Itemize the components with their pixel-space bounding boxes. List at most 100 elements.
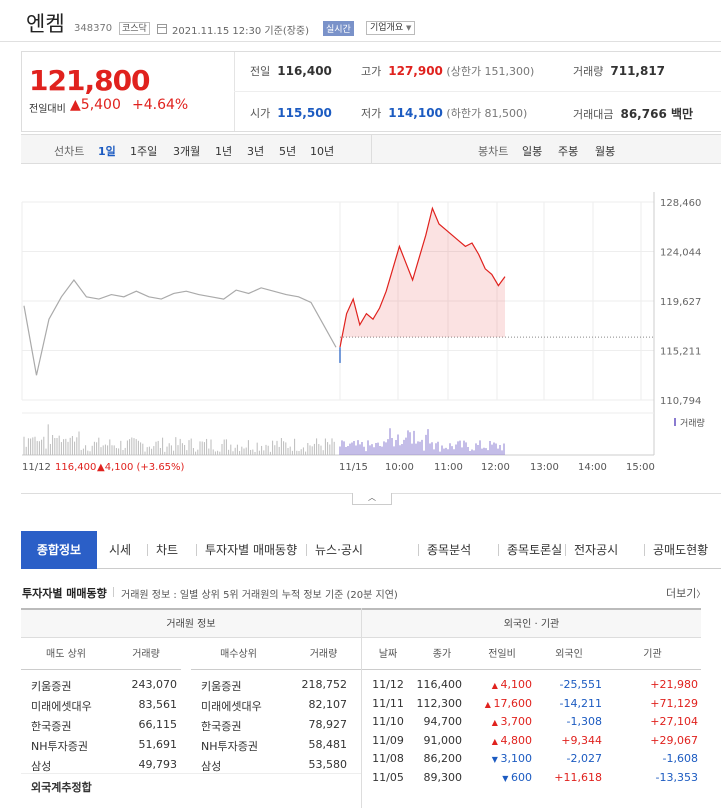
divider: [418, 544, 419, 556]
flow-foreign: +9,344: [561, 733, 602, 747]
more-link[interactable]: 더보기〉: [666, 587, 706, 600]
foreign-col-header: 날짜: [362, 640, 414, 670]
candle-tab-monthly[interactable]: 월봉: [595, 145, 616, 158]
price-change-pct: +4.64%: [132, 97, 189, 113]
divider: [498, 544, 499, 556]
flow-change: ▲ 4,800: [491, 733, 532, 747]
foreign-col-header: 기관: [604, 640, 701, 670]
prev-day-date-label: 11/12: [22, 462, 51, 473]
broker-sell-volume: 243,070: [131, 678, 178, 691]
broker-col-header: 매수상위: [191, 640, 286, 670]
candle-chart-label: 봉차트: [478, 145, 509, 158]
foreign-col-header: 외국인: [534, 640, 604, 670]
section-tab-6[interactable]: 종목토론실: [507, 543, 563, 557]
flow-foreign: -25,551: [559, 678, 602, 691]
caret-down-icon: ▼: [406, 24, 412, 32]
section-tab-0[interactable]: 종합정보: [21, 531, 97, 569]
period-tab-1d[interactable]: 1일: [98, 145, 116, 158]
prev-day-close-label: 116,400: [55, 462, 96, 473]
broker-sell-name: 키움증권: [31, 680, 72, 693]
flow-close: 94,700: [423, 715, 463, 728]
period-tab-10y[interactable]: 10년: [310, 145, 335, 158]
period-tab-1w[interactable]: 1주일: [130, 145, 158, 158]
section-tab-1[interactable]: 시세: [109, 543, 132, 557]
up-arrow-icon: ▲: [491, 718, 501, 727]
broker-header: 거래원 정보: [21, 608, 361, 638]
intraday-price-chart[interactable]: 128,460 124,044 119,627 115,211 110,794 거래량 11…: [0, 170, 721, 490]
flow-date: 11/12: [372, 678, 404, 691]
broker-buy-volume: 58,481: [308, 738, 348, 751]
flow-institution: +21,980: [650, 678, 698, 691]
prev-day-series-line: [23, 279, 337, 376]
x-tick-label: 15:00: [626, 462, 655, 473]
broker-col-header: 거래량: [286, 640, 361, 670]
section-tab-8[interactable]: 공매도현황: [653, 543, 709, 557]
diff-label: 전일대비: [29, 104, 66, 115]
period-tab-3m[interactable]: 3개월: [173, 145, 201, 158]
flow-institution: +27,104: [650, 715, 698, 728]
flow-date: 11/05: [372, 770, 404, 784]
broker-sell-volume: 83,561: [138, 698, 178, 711]
flow-change: ▲ 4,100: [491, 678, 532, 691]
line-chart-label: 선차트: [54, 145, 85, 158]
section-tab-2[interactable]: 차트: [156, 543, 179, 557]
chevron-up-icon: ︿: [368, 493, 376, 502]
flow-institution: +71,129: [650, 696, 698, 710]
flow-foreign: -2,027: [566, 752, 602, 765]
flow-change: ▼ 600: [502, 770, 532, 784]
up-arrow-icon: ▲: [70, 97, 81, 113]
collapse-chart-button[interactable]: ︿: [352, 493, 392, 505]
divider: [371, 135, 372, 164]
broker-sell-name: NH투자증권: [31, 740, 88, 753]
y-tick-label: 110,794: [660, 396, 701, 407]
company-info-button[interactable]: 기업개요 ▼: [366, 21, 416, 35]
broker-col-header: 거래량: [111, 640, 181, 670]
divider: [113, 587, 114, 597]
stock-header: 엔켐 348370 코스닥 2021.11.15 12:30 기준(장중) 실시…: [0, 0, 721, 42]
divider: [565, 544, 566, 556]
divider: [306, 544, 307, 556]
broker-buy-volume: 218,752: [301, 678, 348, 691]
down-arrow-icon: ▼: [502, 773, 511, 783]
period-tab-5y[interactable]: 5년: [279, 145, 297, 158]
x-tick-label: 11/15: [339, 462, 368, 473]
broker-buy-name: 한국증권: [201, 720, 242, 733]
candle-tab-daily[interactable]: 일봉: [522, 145, 543, 158]
current-price: 121,800: [29, 64, 151, 97]
broker-col-header: 매도 상위: [21, 640, 111, 670]
broker-buy-name: 삼성: [201, 760, 222, 773]
investor-desc: 거래원 정보 : 일별 상위 5위 거래원의 누적 정보 기준 (20분 지연): [121, 590, 398, 601]
y-tick-label: 124,044: [660, 248, 701, 259]
flow-close: 91,000: [423, 733, 463, 747]
section-tab-7[interactable]: 전자공시: [574, 543, 619, 557]
period-tab-1y[interactable]: 1년: [215, 145, 233, 158]
day-high: 고가 127,900 (상한가 151,300): [361, 64, 535, 78]
foreign-sum-label: 외국계추정합: [31, 781, 92, 794]
section-tab-4[interactable]: 뉴스·공시: [315, 543, 363, 557]
prev-day-change-label: ▲4,100 (+3.65%): [97, 462, 185, 473]
foreign-col-header: 종가: [414, 640, 470, 670]
flow-close: 89,300: [423, 770, 463, 784]
foreign-col-header: 전일비: [470, 640, 534, 670]
investor-table: 거래원 정보 외국인 · 기관 외국계추정합 매도 상위 거래량 매수상위 거래량 날짜…: [21, 608, 701, 808]
chart-type-tabs: 선차트 1일 1주일 3개월 1년 3년 5년 10년 봉차트 일봉 주봉 월봉: [21, 134, 721, 164]
stock-code: 348370: [74, 23, 113, 34]
flow-change: ▼ 3,100: [491, 752, 532, 765]
realtime-button[interactable]: 실시간: [323, 21, 354, 36]
candle-tab-weekly[interactable]: 주봉: [558, 145, 579, 158]
day-low: 저가 114,100 (하한가 81,500): [361, 106, 528, 120]
section-tab-5[interactable]: 종목분석: [427, 543, 472, 557]
broker-buy-volume: 82,107: [308, 698, 348, 711]
divider: [196, 544, 197, 556]
y-tick-label: 115,211: [660, 347, 701, 358]
divider: [644, 544, 645, 556]
divider: [361, 608, 362, 808]
broker-sell-volume: 51,691: [138, 738, 178, 751]
section-tab-3[interactable]: 투자자별 매매동향: [205, 543, 298, 557]
period-tab-3y[interactable]: 3년: [247, 145, 265, 158]
today-series-line: [339, 206, 506, 348]
x-tick-label: 12:00: [481, 462, 510, 473]
price-diff-value: 5,400: [80, 97, 121, 113]
broker-sell-volume: 66,115: [138, 718, 178, 731]
foreign-header: 외국인 · 기관: [362, 608, 701, 638]
